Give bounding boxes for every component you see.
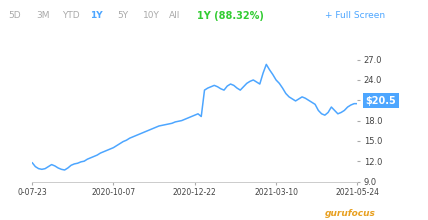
Text: $20.5: $20.5 [366, 96, 396, 106]
Text: YTD: YTD [62, 11, 80, 20]
Text: 3M: 3M [36, 11, 50, 20]
Text: 1Y (88.32%): 1Y (88.32%) [197, 11, 264, 21]
Text: 5Y: 5Y [118, 11, 129, 20]
Text: 1Y: 1Y [90, 11, 102, 20]
Text: All: All [169, 11, 181, 20]
Text: 5D: 5D [9, 11, 21, 20]
Text: gurufocus: gurufocus [325, 209, 376, 218]
Text: + Full Screen: + Full Screen [325, 11, 385, 20]
Text: 10Y: 10Y [143, 11, 160, 20]
